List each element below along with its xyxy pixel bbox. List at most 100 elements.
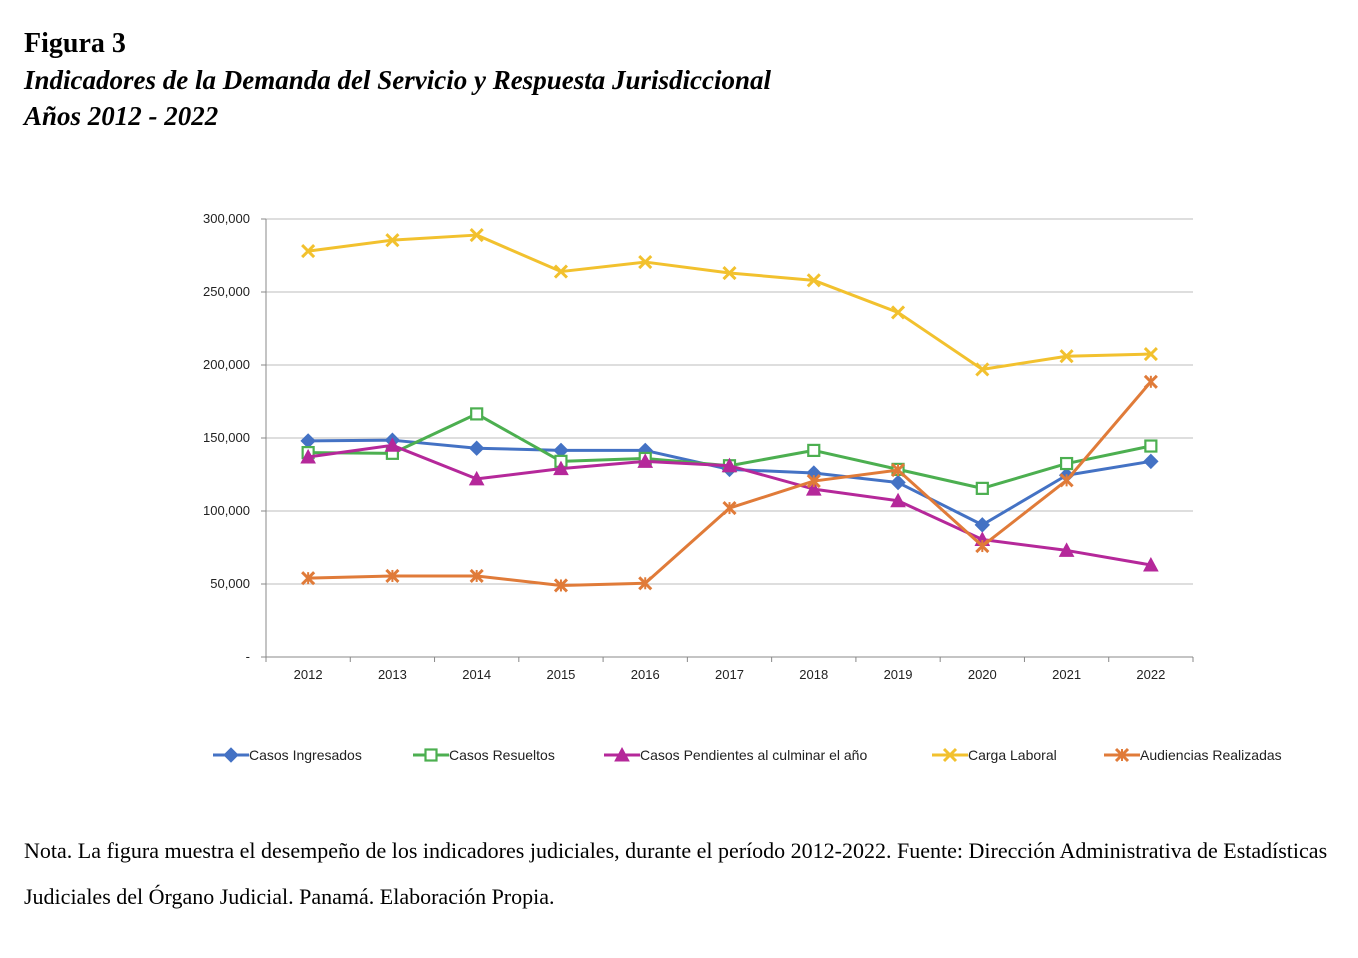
legend-marker [614, 746, 630, 762]
series-carga-laboral [301, 227, 1158, 377]
data-point [975, 481, 989, 495]
data-point [1059, 473, 1074, 488]
marker-stroke [942, 747, 958, 763]
data-point [721, 457, 738, 473]
marker-stroke [385, 233, 400, 248]
data-point [890, 492, 906, 508]
x-tick-label: 2014 [462, 667, 491, 682]
legend-label: Audiencias Realizadas [1140, 747, 1282, 763]
data-point [300, 448, 316, 464]
data-point [468, 440, 485, 456]
series-casos-resueltos [301, 407, 1158, 495]
data-point [553, 460, 569, 476]
x-tick-label: 2012 [294, 667, 323, 682]
data-point [469, 568, 484, 584]
series-line [308, 380, 1153, 587]
legend-item: Audiencias Realizadas [1104, 747, 1282, 763]
data-point [890, 474, 906, 491]
data-point [1144, 439, 1158, 453]
chart-series [300, 227, 1159, 593]
data-point [384, 437, 401, 452]
x-tick-label: 2019 [884, 667, 913, 682]
legend-label: Carga Laboral [968, 747, 1057, 763]
data-point [806, 474, 821, 489]
chart-legend: Casos Ingresados Casos Resueltos Casos Pen… [213, 746, 1282, 763]
marker-stroke [638, 255, 653, 270]
legend-item: Casos Ingresados [213, 747, 362, 763]
data-point [890, 305, 906, 320]
data-point [301, 244, 316, 259]
figure-title: Indicadores de la Demanda del Servicio y… [24, 65, 771, 95]
data-point [975, 362, 990, 377]
data-point [638, 255, 653, 270]
x-tick-label: 2015 [546, 667, 575, 682]
data-point [890, 463, 906, 478]
y-tick-label: 100,000 [203, 503, 250, 518]
data-point [300, 433, 316, 449]
figure-years: Años 2012 - 2022 [24, 101, 219, 131]
figure-label: Figura 3 [24, 28, 126, 59]
data-point [722, 265, 737, 281]
marker-stroke [722, 265, 737, 281]
x-tick-label: 2017 [715, 667, 744, 682]
x-tick-label: 2018 [799, 667, 828, 682]
marker-stroke [1143, 346, 1158, 362]
legend-item: Carga Laboral [932, 747, 1057, 763]
series-audiencias-realizadas [301, 374, 1158, 593]
data-point [301, 571, 316, 586]
data-point [1059, 349, 1074, 364]
data-point [975, 538, 990, 554]
data-point [553, 264, 569, 279]
data-point [470, 407, 484, 421]
data-point [722, 501, 737, 516]
line-chart: - 50,000 100,000 150,000 200,000 250,000 300,0… [203, 211, 1282, 763]
data-point [468, 470, 485, 486]
x-tick-label: 2022 [1136, 667, 1165, 682]
marker-stroke [1059, 349, 1074, 364]
data-point [638, 576, 653, 591]
x-tick-label: 2016 [631, 667, 660, 682]
legend-marker [424, 748, 438, 762]
data-point [1143, 556, 1159, 572]
data-point [805, 481, 822, 496]
legend-marker [942, 747, 958, 763]
y-axis-ticks: - 50,000 100,000 150,000 200,000 250,000 300,0… [203, 211, 250, 664]
series-casos-pendientes-al-culminar-el-a-o [300, 437, 1159, 572]
marker-stroke [890, 305, 906, 320]
series-line [307, 233, 1151, 371]
series-casos-ingresados [300, 432, 1159, 533]
y-tick-label: - [246, 649, 250, 664]
legend-label: Casos Pendientes al culminar el año [640, 747, 867, 763]
data-point [637, 453, 654, 468]
y-tick-label: 300,000 [203, 211, 250, 226]
data-point [806, 273, 821, 288]
marker-stroke [975, 362, 990, 377]
legend-item: Casos Resueltos [413, 747, 555, 763]
data-point [469, 227, 484, 243]
legend-label: Casos Ingresados [249, 747, 362, 763]
data-point [1059, 456, 1074, 471]
marker-stroke [469, 227, 484, 243]
data-point [807, 443, 821, 458]
y-tick-label: 50,000 [210, 576, 250, 591]
data-point [1143, 374, 1158, 389]
marker-stroke [553, 264, 569, 279]
legend-marker [1114, 747, 1130, 763]
data-point [553, 578, 569, 593]
data-point [1143, 453, 1159, 470]
y-tick-label: 250,000 [203, 284, 250, 299]
y-tick-label: 200,000 [203, 357, 250, 372]
legend-marker [223, 747, 239, 763]
data-point [1143, 346, 1158, 362]
x-axis-ticks: 2012 2013 2014 2015 2016 2017 2018 2019 2020 2021… [265, 657, 1194, 682]
x-tick-label: 2020 [968, 667, 997, 682]
x-tick-label: 2013 [378, 667, 407, 682]
data-point [974, 517, 991, 533]
data-point [385, 233, 400, 248]
series-line [308, 412, 1152, 490]
figure-note: Nota. La figura muestra el desempeño de … [24, 838, 1328, 909]
legend-item: Casos Pendientes al culminar el año [604, 746, 867, 763]
data-point [385, 568, 400, 584]
legend-label: Casos Resueltos [449, 747, 555, 763]
chart-gridlines [261, 218, 1193, 658]
